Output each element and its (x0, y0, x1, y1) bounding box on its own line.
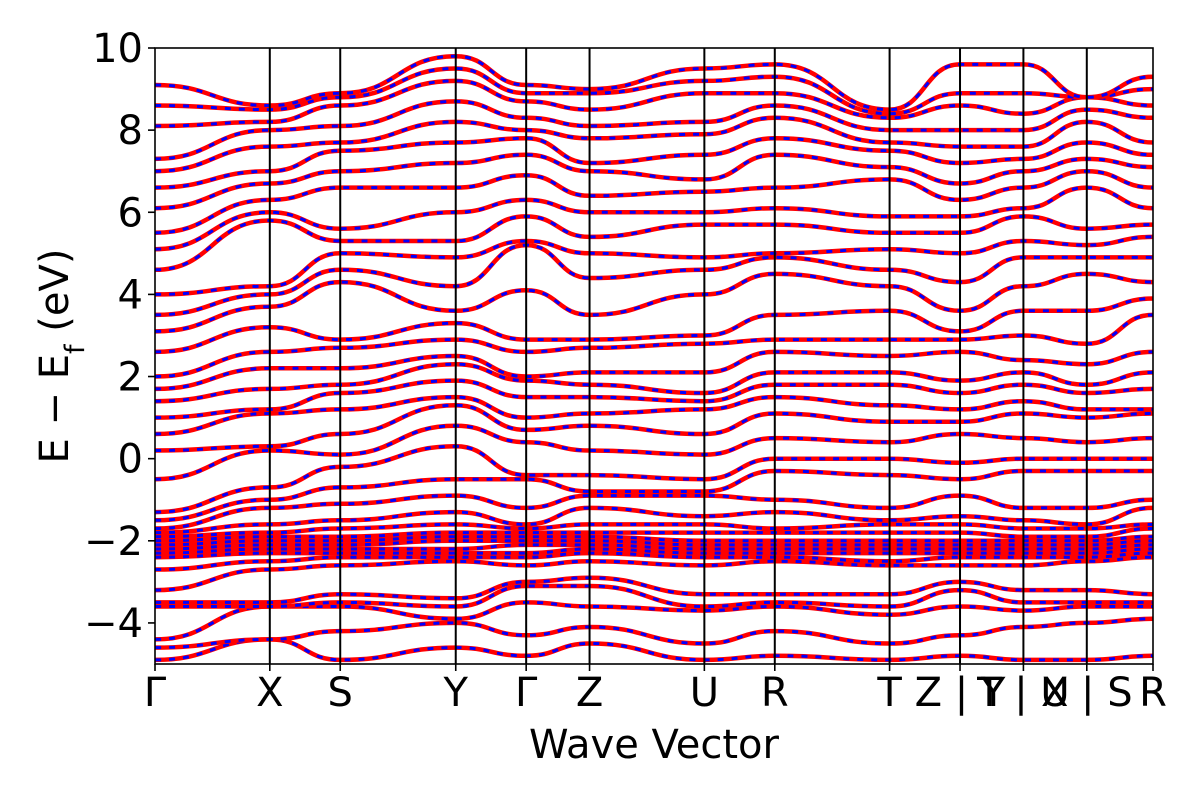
band-line-dashed (155, 136, 1153, 190)
y-axis-label-unit: (eV) (32, 249, 78, 345)
y-axis-label-subscript: f (60, 343, 91, 354)
band-line-dashed (155, 379, 1153, 420)
band-line-dashed (155, 214, 1153, 272)
plot-frame (154, 47, 1154, 665)
band-line-solid (155, 234, 1153, 297)
band-line-dashed (155, 297, 1153, 354)
band-line-dashed (155, 169, 1153, 235)
y-axis-ticks: 10 8 6 4 2 0 −2 −4 (84, 26, 155, 647)
band-line-dashed (155, 99, 1153, 161)
band-line-dashed (155, 243, 1153, 317)
y-tick-label: −2 (84, 519, 143, 565)
y-tick-label: −4 (84, 601, 143, 647)
band-line-dashed (155, 444, 1153, 514)
y-axis-label-main: E − E (32, 354, 78, 464)
y-axis-label: E − Ef (eV) (32, 249, 91, 464)
x-tick-label: R (1139, 670, 1167, 716)
y-tick-label: 6 (118, 190, 143, 236)
x-tick-label: U (690, 670, 719, 716)
band-line-dashed (155, 551, 1153, 571)
x-tick-label: Γ (515, 670, 538, 716)
band-line-dashed (155, 272, 1153, 333)
band-line-dashed (155, 153, 1153, 210)
x-tick-label: T | U (976, 670, 1070, 716)
x-tick-label: T (876, 670, 902, 716)
y-tick-label: 4 (118, 272, 143, 318)
x-axis-label: Wave Vector (529, 722, 780, 768)
high-symmetry-lines (268, 48, 1088, 664)
band-line-dashed (155, 539, 1153, 551)
y-tick-label: 10 (92, 26, 143, 72)
x-tick-label: Y (443, 670, 469, 716)
x-tick-label: S (328, 670, 353, 716)
x-tick-label: Z | Y (915, 670, 1006, 716)
x-tick-label: Γ (144, 670, 167, 716)
y-tick-label: 2 (118, 355, 143, 401)
x-tick-label: X | S (1041, 670, 1133, 716)
band-line-dashed (155, 555, 1153, 592)
band-line-dashed (155, 543, 1153, 555)
y-tick-label: 8 (118, 108, 143, 154)
band-line-dashed (155, 600, 1153, 641)
x-tick-label: Z (576, 670, 603, 716)
band-line-dashed (155, 535, 1153, 547)
band-line-solid (155, 468, 1153, 523)
x-tick-label: R (761, 670, 789, 716)
y-tick-label: 0 (118, 437, 143, 483)
band-line-dashed (155, 637, 1153, 662)
x-tick-label: X (256, 670, 283, 716)
